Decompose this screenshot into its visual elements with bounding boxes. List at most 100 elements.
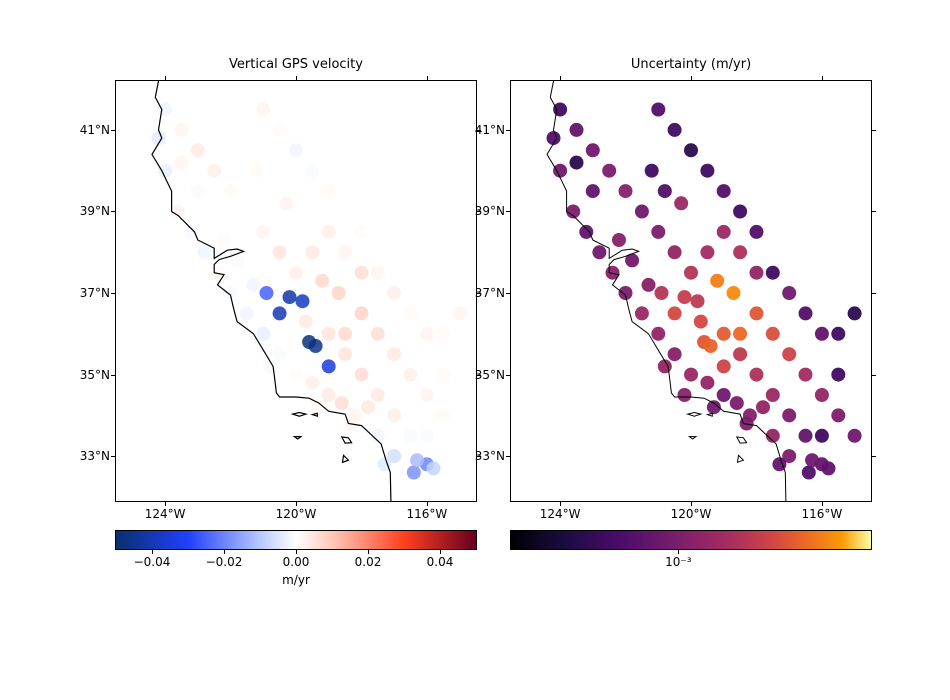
data-point bbox=[305, 164, 319, 178]
data-point bbox=[404, 306, 418, 320]
data-point bbox=[586, 143, 600, 157]
data-point bbox=[256, 327, 270, 341]
ytick-label: 41°N bbox=[475, 123, 505, 137]
data-point bbox=[612, 233, 626, 247]
data-point bbox=[733, 347, 747, 361]
data-point bbox=[570, 123, 584, 137]
data-point bbox=[651, 327, 665, 341]
right-title: Uncertainty (m/yr) bbox=[511, 57, 871, 72]
data-point bbox=[674, 196, 688, 210]
data-point bbox=[263, 184, 277, 198]
data-point bbox=[283, 290, 297, 304]
ytick-label: 39°N bbox=[80, 204, 110, 218]
data-point bbox=[289, 266, 303, 280]
right-colorbar: 10⁻³ bbox=[510, 530, 872, 550]
data-point bbox=[586, 184, 600, 198]
data-point bbox=[322, 359, 336, 373]
data-point bbox=[655, 286, 669, 300]
data-point bbox=[427, 461, 441, 475]
left-scatter bbox=[116, 81, 476, 501]
island bbox=[689, 437, 696, 439]
data-point bbox=[273, 347, 287, 361]
data-point bbox=[733, 245, 747, 259]
island bbox=[293, 413, 306, 417]
data-point bbox=[733, 327, 747, 341]
data-point bbox=[371, 388, 385, 402]
data-point bbox=[668, 123, 682, 137]
xtick-label: 124°W bbox=[540, 507, 581, 521]
data-point bbox=[782, 408, 796, 422]
data-point bbox=[273, 123, 287, 137]
island bbox=[688, 413, 701, 417]
xtick-label: 116°W bbox=[802, 507, 843, 521]
data-point bbox=[315, 274, 329, 288]
data-point bbox=[553, 103, 567, 117]
data-point bbox=[207, 164, 221, 178]
data-point bbox=[224, 184, 238, 198]
left-title: Vertical GPS velocity bbox=[116, 57, 476, 72]
data-point bbox=[592, 245, 606, 259]
data-point bbox=[700, 164, 714, 178]
island bbox=[738, 455, 744, 462]
data-point bbox=[684, 368, 698, 382]
data-point bbox=[717, 327, 731, 341]
data-point bbox=[289, 368, 303, 382]
data-point bbox=[700, 376, 714, 390]
data-point bbox=[730, 396, 744, 410]
data-point bbox=[733, 205, 747, 219]
data-point bbox=[371, 327, 385, 341]
data-point bbox=[404, 429, 418, 443]
data-point bbox=[338, 205, 352, 219]
data-point bbox=[387, 408, 401, 422]
data-point bbox=[691, 294, 705, 308]
island bbox=[707, 413, 712, 416]
data-point bbox=[436, 368, 450, 382]
data-point bbox=[799, 368, 813, 382]
data-point bbox=[371, 266, 385, 280]
data-point bbox=[678, 388, 692, 402]
data-point bbox=[668, 347, 682, 361]
data-point bbox=[279, 196, 293, 210]
data-point bbox=[332, 286, 346, 300]
data-point bbox=[658, 184, 672, 198]
ytick-label: 35°N bbox=[80, 368, 110, 382]
ytick-label: 41°N bbox=[80, 123, 110, 137]
data-point bbox=[815, 327, 829, 341]
data-point bbox=[404, 368, 418, 382]
ytick-label: 35°N bbox=[475, 368, 505, 382]
data-point bbox=[289, 143, 303, 157]
data-point bbox=[553, 164, 567, 178]
data-point bbox=[322, 184, 336, 198]
xtick-label: 120°W bbox=[276, 507, 317, 521]
data-point bbox=[305, 245, 319, 259]
colorbar-tick-label: −0.02 bbox=[206, 555, 243, 569]
data-point bbox=[420, 429, 434, 443]
data-point bbox=[717, 359, 731, 373]
data-point bbox=[750, 225, 764, 239]
data-point bbox=[750, 306, 764, 320]
data-point bbox=[240, 205, 254, 219]
data-point bbox=[217, 233, 231, 247]
xtick-label: 124°W bbox=[145, 507, 186, 521]
data-point bbox=[848, 306, 862, 320]
island bbox=[343, 455, 349, 462]
xtick-label: 116°W bbox=[407, 507, 448, 521]
data-point bbox=[635, 306, 649, 320]
data-point bbox=[831, 368, 845, 382]
data-point bbox=[815, 429, 829, 443]
data-point bbox=[273, 245, 287, 259]
data-point bbox=[805, 453, 819, 467]
xtick-label: 120°W bbox=[671, 507, 712, 521]
data-point bbox=[338, 327, 352, 341]
data-point bbox=[283, 388, 297, 402]
data-point bbox=[651, 225, 665, 239]
data-point bbox=[273, 306, 287, 320]
data-point bbox=[684, 266, 698, 280]
data-point bbox=[717, 388, 731, 402]
data-point bbox=[668, 245, 682, 259]
data-point bbox=[158, 103, 172, 117]
data-point bbox=[700, 245, 714, 259]
island bbox=[312, 413, 317, 416]
data-point bbox=[197, 245, 211, 259]
left-panel: Vertical GPS velocity 33°N35°N37°N39°N41… bbox=[115, 80, 477, 502]
